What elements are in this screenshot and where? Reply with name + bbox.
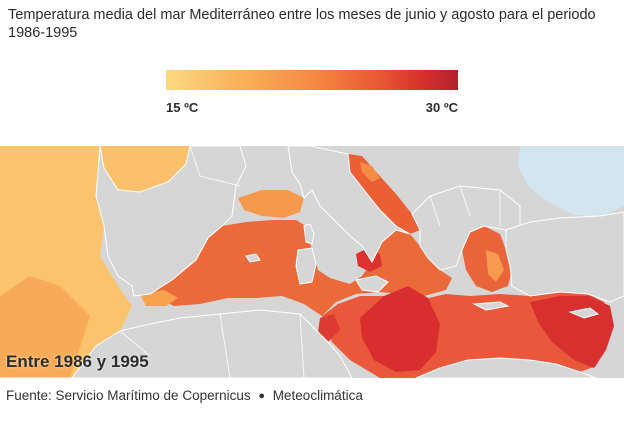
balearic-islands — [245, 253, 261, 263]
cyprus-island — [568, 307, 600, 319]
tunisia-coast-sea — [318, 314, 340, 342]
land-borders — [119, 146, 501, 378]
north-africa-land — [0, 309, 353, 378]
ionian-hotspot — [360, 286, 440, 372]
period-label: Entre 1986 y 1995 — [6, 352, 149, 371]
source-text: Fuente: Servicio Marítimo de Copernicus — [6, 388, 251, 403]
crete-island — [472, 301, 510, 311]
legend-max-label: 30 ºC — [425, 100, 458, 115]
libya-egypt-land — [415, 357, 597, 378]
sicily-island — [355, 275, 389, 293]
legend-min-label: 15 ºC — [166, 100, 199, 115]
iberia-land — [95, 146, 247, 297]
aegean-light — [486, 250, 504, 282]
chart-title: Temperatura media del mar Mediterráneo e… — [8, 7, 596, 41]
separator-dot: ● — [258, 390, 266, 402]
mediterranean-map: Entre 1986 y 1995 — [0, 146, 624, 378]
bay-of-biscay — [100, 146, 190, 192]
black-sea — [518, 146, 624, 218]
north-adriatic-light — [360, 162, 380, 182]
source-partner: Meteoclimática — [272, 388, 363, 403]
balkans-land — [411, 185, 521, 271]
legend-gradient-bar — [166, 70, 458, 90]
atlantic-south — [0, 276, 90, 378]
sardinia-island — [295, 247, 317, 285]
gulf-of-lion — [238, 190, 304, 218]
color-legend: 15 ºC 30 ºC — [166, 70, 458, 118]
source-line: Fuente: Servicio Marítimo de Copernicus … — [6, 388, 363, 403]
italy-land — [287, 146, 411, 264]
turkey-land — [505, 211, 624, 303]
corsica-island — [303, 223, 315, 245]
